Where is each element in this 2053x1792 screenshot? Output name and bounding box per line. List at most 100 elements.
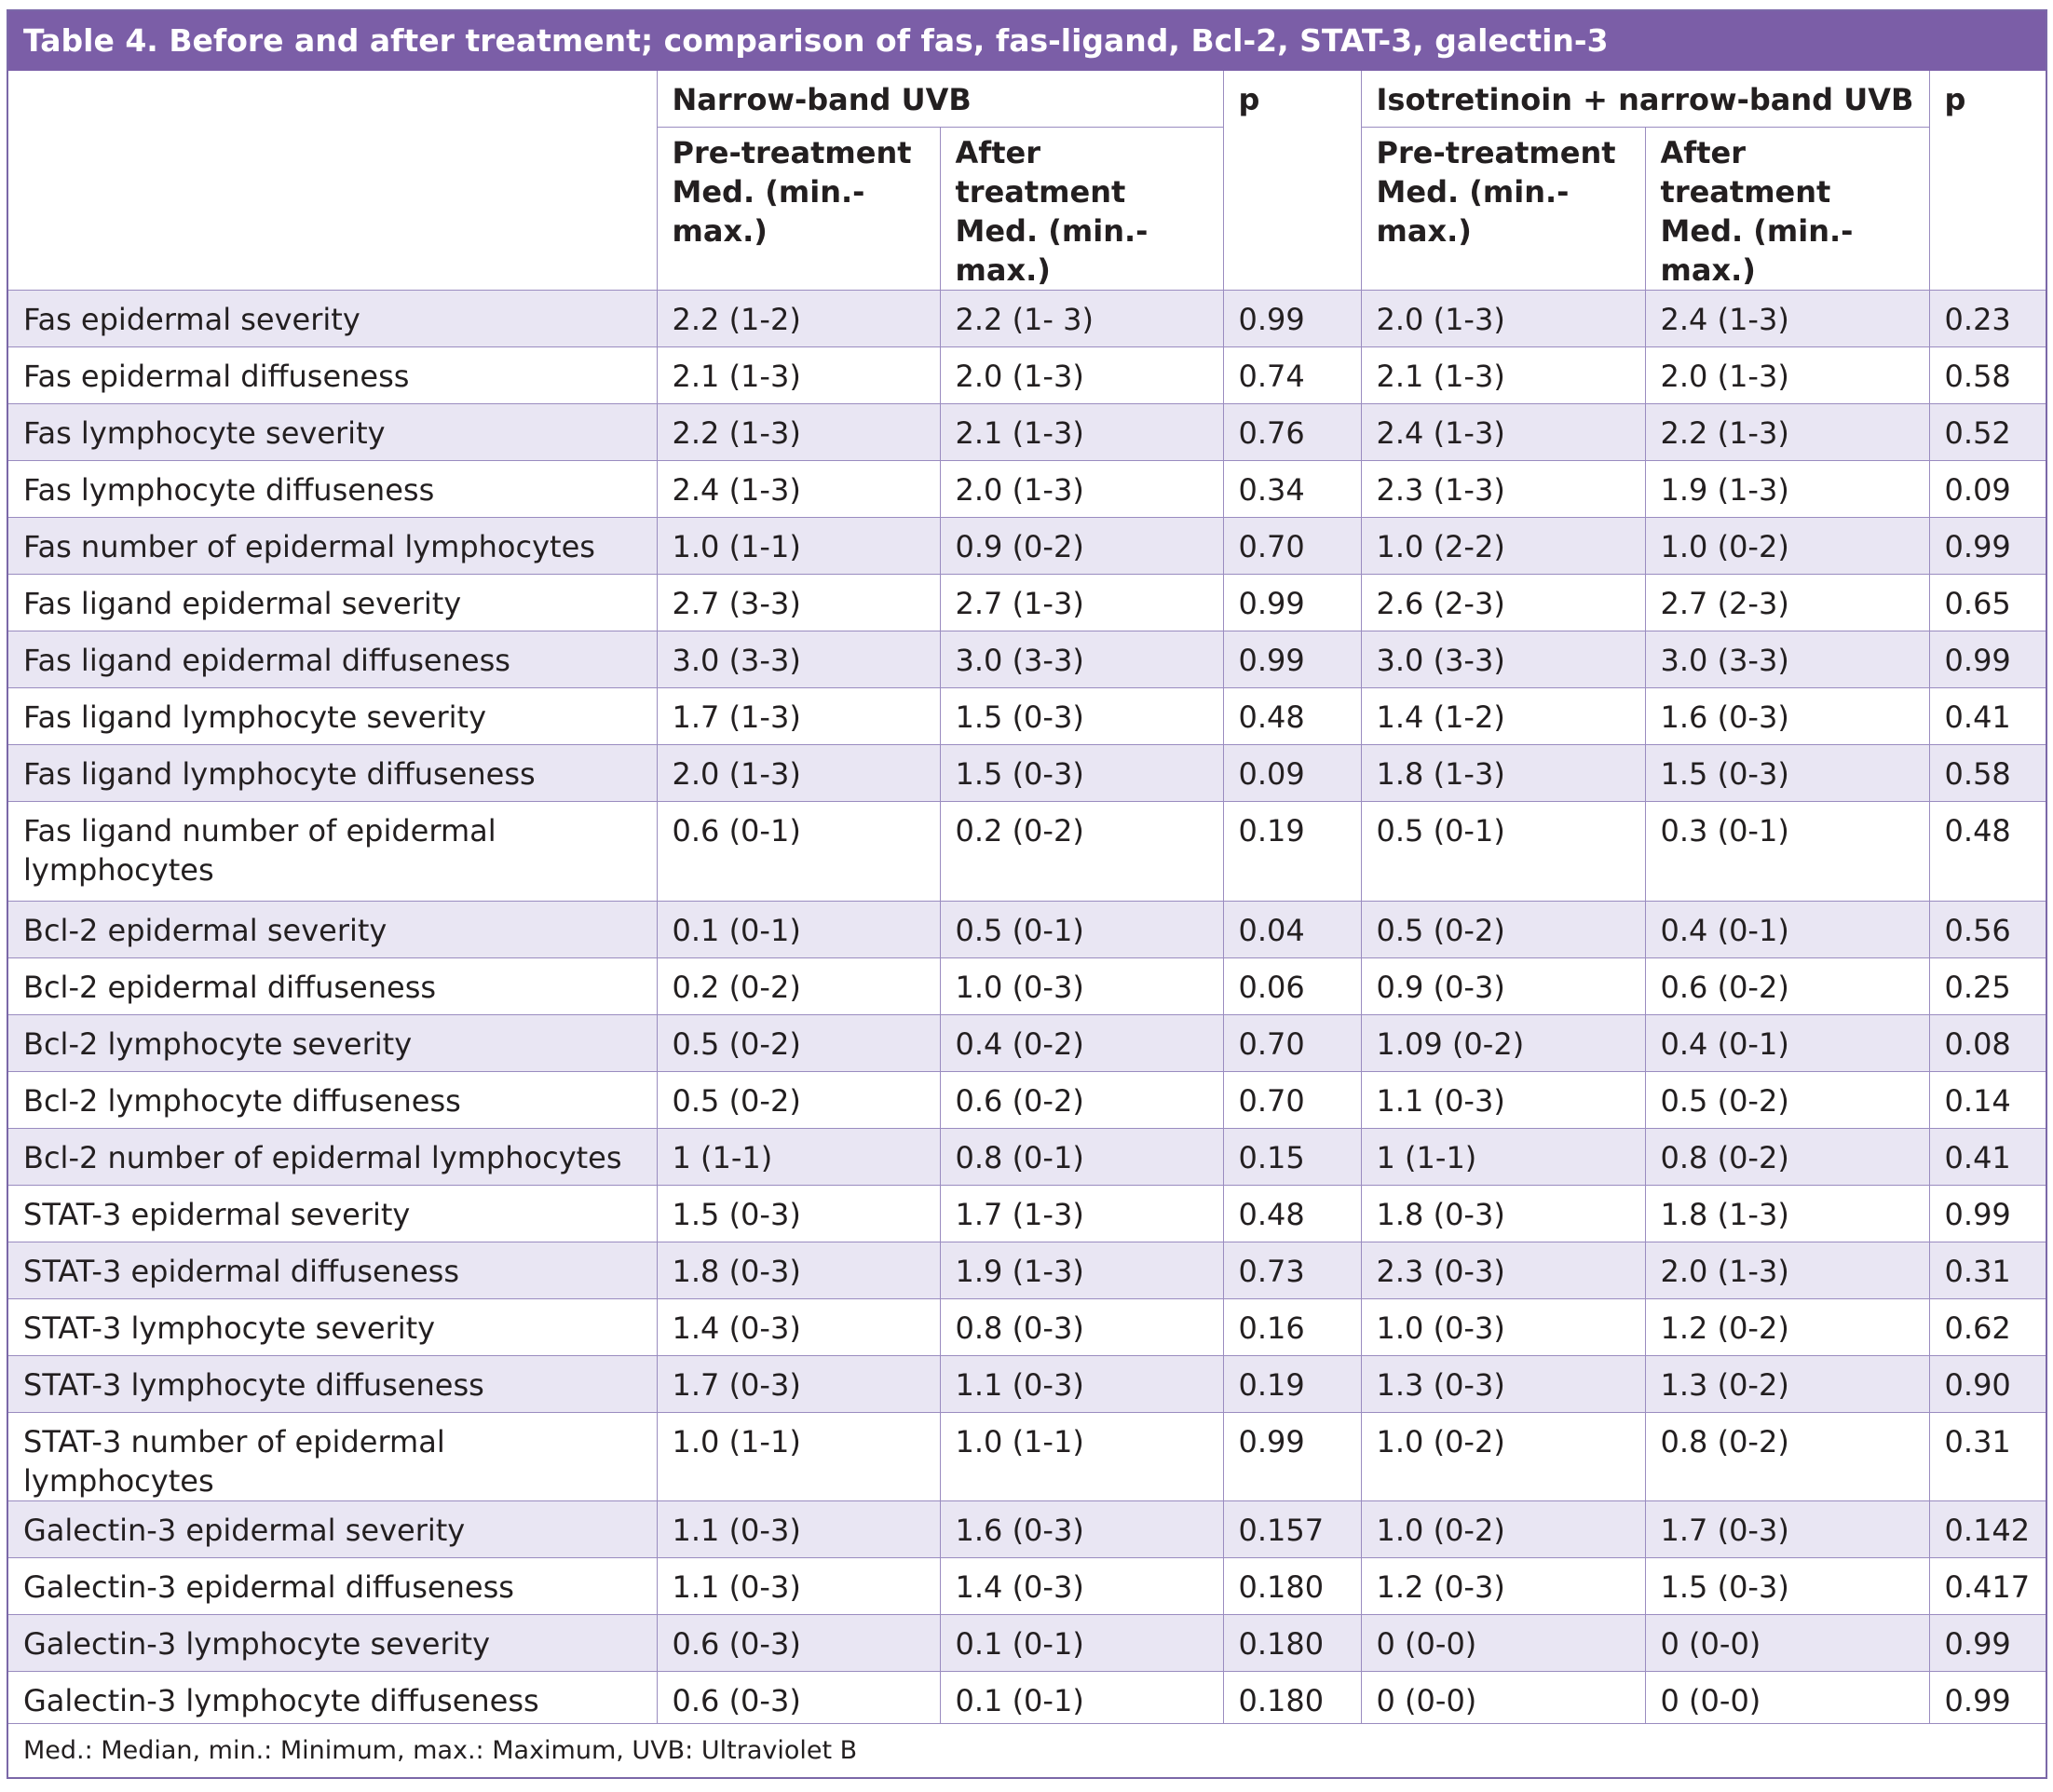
iso-p-value: 0.142 <box>1928 1500 2046 1558</box>
row-label: Bcl-2 epidermal diffuseness <box>8 957 658 1015</box>
iso-pre-value: 1.0 (2-2) <box>1360 516 1646 575</box>
iso-pre-value: 2.3 (1-3) <box>1360 459 1646 518</box>
nb-after-header-line1: After treatment <box>955 134 1126 210</box>
row-label: Fas ligand epidermal diffuseness <box>8 630 658 688</box>
nb-after-value: 0.8 (0-3) <box>939 1297 1224 1356</box>
table-row: Galectin-3 epidermal severity 1.1 (0-3) 1.… <box>8 1500 2046 1558</box>
iso-p-value: 0.52 <box>1928 402 2046 461</box>
nb-pre-value: 0.2 (0-2) <box>656 957 941 1015</box>
nb-p-value: 0.19 <box>1222 800 1362 902</box>
iso-after-value: 1.5 (0-3) <box>1644 743 1930 802</box>
row-label: STAT-3 number of epidermal lymphocytes <box>8 1411 658 1501</box>
table-row: Fas number of epidermal lymphocytes 1.0 (… <box>8 516 2046 575</box>
nb-after-value: 1.4 (0-3) <box>939 1556 1224 1615</box>
nb-pre-value: 1.5 (0-3) <box>656 1184 941 1242</box>
nb-p-value: 0.04 <box>1222 900 1362 958</box>
nb-pre-value: 0.5 (0-2) <box>656 1013 941 1072</box>
nb-p-value: 0.157 <box>1222 1500 1362 1558</box>
iso-after-value: 0.3 (0-1) <box>1644 800 1930 902</box>
iso-pre-header: Pre-treatment Med. (min.-max.) <box>1360 126 1646 291</box>
nb-pre-header-line2: Med. (min.-max.) <box>672 173 865 249</box>
table-row: Fas ligand lymphocyte severity 1.7 (1-3) 1… <box>8 686 2046 745</box>
iso-p-value: 0.23 <box>1928 290 2046 347</box>
nb-pre-value: 2.0 (1-3) <box>656 743 941 802</box>
isotretinoin-header: Isotretinoin + narrow-band UVB <box>1360 71 1930 128</box>
row-label: Galectin-3 epidermal severity <box>8 1500 658 1558</box>
table-row: Fas ligand epidermal severity 2.7 (3-3) 2.… <box>8 573 2046 631</box>
iso-after-value: 1.9 (1-3) <box>1644 459 1930 518</box>
iso-pre-value: 1 (1-1) <box>1360 1127 1646 1186</box>
nb-after-value: 2.2 (1- 3) <box>939 290 1224 347</box>
iso-pre-header-line2: Med. (min.-max.) <box>1376 173 1570 249</box>
iso-pre-value: 2.6 (2-3) <box>1360 573 1646 631</box>
iso-p-value: 0.58 <box>1928 743 2046 802</box>
table-row: Bcl-2 epidermal diffuseness 0.2 (0-2) 1.0 … <box>8 957 2046 1015</box>
nb-p-value: 0.180 <box>1222 1670 1362 1729</box>
iso-pre-value: 0.5 (0-2) <box>1360 900 1646 958</box>
iso-pre-value: 2.0 (1-3) <box>1360 290 1646 347</box>
row-label: Bcl-2 epidermal severity <box>8 900 658 958</box>
row-label: Fas ligand lymphocyte diffuseness <box>8 743 658 802</box>
row-label: Fas epidermal severity <box>8 290 658 347</box>
iso-after-value: 2.0 (1-3) <box>1644 346 1930 404</box>
nb-p-value: 0.73 <box>1222 1241 1362 1299</box>
iso-pre-value: 1.2 (0-3) <box>1360 1556 1646 1615</box>
nb-after-value: 2.1 (1-3) <box>939 402 1224 461</box>
iso-p-value: 0.31 <box>1928 1411 2046 1501</box>
nb-after-value: 1.5 (0-3) <box>939 686 1224 745</box>
nb-p-value: 0.19 <box>1222 1354 1362 1413</box>
iso-after-value: 2.2 (1-3) <box>1644 402 1930 461</box>
nb-pre-value: 2.2 (1-2) <box>656 290 941 347</box>
iso-p-value: 0.417 <box>1928 1556 2046 1615</box>
iso-p-value: 0.09 <box>1928 459 2046 518</box>
row-label: Galectin-3 lymphocyte severity <box>8 1613 658 1672</box>
nb-pre-value: 0.1 (0-1) <box>656 900 941 958</box>
iso-after-value: 0.6 (0-2) <box>1644 957 1930 1015</box>
iso-after-value: 3.0 (3-3) <box>1644 630 1930 688</box>
nb-p-value: 0.09 <box>1222 743 1362 802</box>
nb-after-value: 0.1 (0-1) <box>939 1613 1224 1672</box>
row-label: STAT-3 lymphocyte severity <box>8 1297 658 1356</box>
nb-pre-value: 1 (1-1) <box>656 1127 941 1186</box>
iso-after-value: 0.4 (0-1) <box>1644 900 1930 958</box>
row-label: Fas ligand epidermal severity <box>8 573 658 631</box>
iso-pre-value: 0.9 (0-3) <box>1360 957 1646 1015</box>
nb-pre-value: 1.1 (0-3) <box>656 1556 941 1615</box>
nb-after-value: 0.2 (0-2) <box>939 800 1224 902</box>
nb-after-header: After treatment Med. (min.-max.) <box>939 126 1224 291</box>
iso-pre-value: 0 (0-0) <box>1360 1670 1646 1729</box>
nb-after-value: 0.4 (0-2) <box>939 1013 1224 1072</box>
table-header: Narrow-band UVB p Isotretinoin + narrow-… <box>8 71 2046 291</box>
iso-p-value: 0.99 <box>1928 1184 2046 1242</box>
nb-after-value: 3.0 (3-3) <box>939 630 1224 688</box>
nb-after-value: 0.8 (0-1) <box>939 1127 1224 1186</box>
table-footnote: Med.: Median, min.: Minimum, max.: Maxim… <box>8 1723 2046 1777</box>
nb-pre-value: 2.7 (3-3) <box>656 573 941 631</box>
table-row: Fas ligand number of epidermal lymphocyt… <box>8 800 2046 902</box>
iso-after-value: 1.5 (0-3) <box>1644 1556 1930 1615</box>
iso-p-value: 0.14 <box>1928 1070 2046 1129</box>
table-row: Fas ligand epidermal diffuseness 3.0 (3-3… <box>8 630 2046 688</box>
nb-p-value: 0.34 <box>1222 459 1362 518</box>
nb-pre-value: 2.2 (1-3) <box>656 402 941 461</box>
iso-p-value: 0.65 <box>1928 573 2046 631</box>
iso-pre-value: 2.1 (1-3) <box>1360 346 1646 404</box>
nb-after-value: 1.9 (1-3) <box>939 1241 1224 1299</box>
iso-after-value: 0.5 (0-2) <box>1644 1070 1930 1129</box>
nb-pre-value: 1.0 (1-1) <box>656 516 941 575</box>
nb-after-value: 2.7 (1-3) <box>939 573 1224 631</box>
table-row: Bcl-2 number of epidermal lymphocytes 1 (… <box>8 1127 2046 1186</box>
nb-p-value: 0.48 <box>1222 1184 1362 1242</box>
nb-pre-value: 1.7 (1-3) <box>656 686 941 745</box>
table-row: Fas epidermal diffuseness 2.1 (1-3) 2.0 (1… <box>8 346 2046 404</box>
nb-pre-value: 2.1 (1-3) <box>656 346 941 404</box>
table-row: STAT-3 lymphocyte diffuseness 1.7 (0-3) 1.… <box>8 1354 2046 1413</box>
nb-p-value: 0.06 <box>1222 957 1362 1015</box>
row-label: Fas ligand lymphocyte severity <box>8 686 658 745</box>
table-title: Table 4. Before and after treatment; com… <box>8 11 2046 71</box>
iso-after-value: 1.2 (0-2) <box>1644 1297 1930 1356</box>
p-value-header-2: p <box>1928 71 2046 291</box>
iso-pre-value: 1.3 (0-3) <box>1360 1354 1646 1413</box>
iso-pre-value: 1.0 (0-2) <box>1360 1500 1646 1558</box>
nb-after-value: 1.0 (1-1) <box>939 1411 1224 1501</box>
